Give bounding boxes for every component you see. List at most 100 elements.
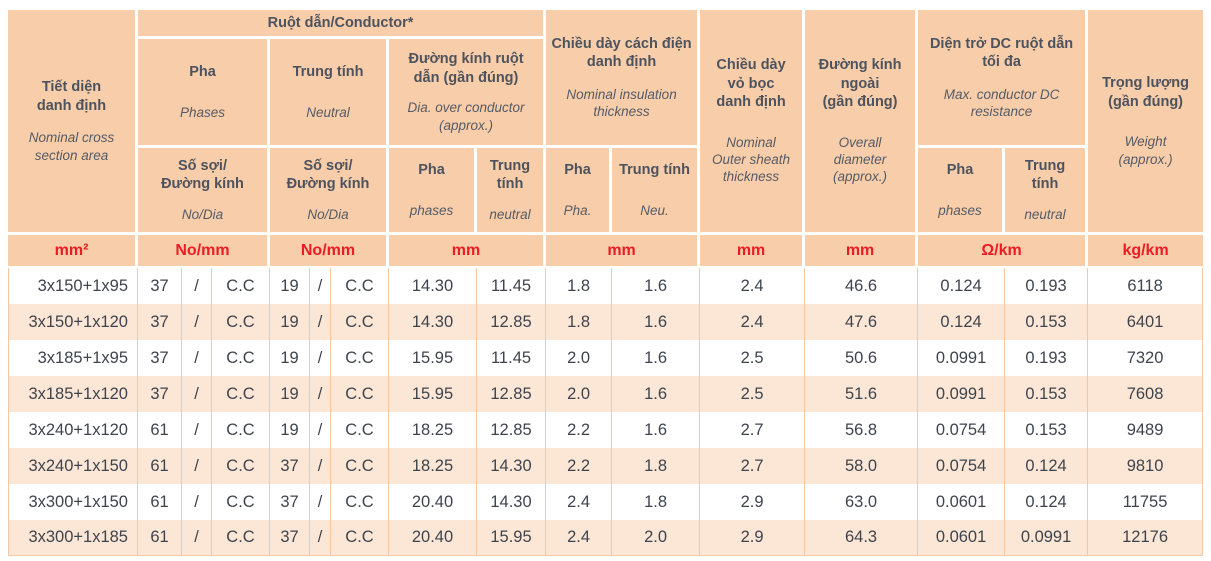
cell-cross-section: 3x300+1x185 <box>8 520 138 556</box>
table-row: 3x185+1x120 37/C.C 19/C.C 15.95 12.85 2.0 1.6 2… <box>8 376 1204 412</box>
header-conductor-phases: Pha Phases <box>138 39 270 148</box>
table-row: 3x150+1x95 37/C.C 19/C.C 14.30 11.45 1.8 1.6 2.… <box>8 268 1204 304</box>
header-label-vi: Pha <box>946 162 974 179</box>
table-cell: 61 <box>138 484 182 520</box>
table-cell: 37 <box>138 304 182 340</box>
unit-sheath: mm <box>700 235 806 268</box>
table-cell: / <box>310 484 331 520</box>
table-cell: / <box>310 448 331 484</box>
header-label-en: Neu. <box>640 202 669 218</box>
table-cell: 1.8 <box>612 484 701 520</box>
table-cell: 7320 <box>1088 340 1204 376</box>
table-cell: / <box>182 412 212 448</box>
table-cell: 2.2 <box>546 448 613 484</box>
table-body: 3x150+1x95 37/C.C 19/C.C 14.30 11.45 1.8 1.6 2.… <box>8 268 1204 556</box>
header-label-vi: Trung tính <box>1024 157 1066 193</box>
header-res-phase-sub: Pha phases <box>918 148 1006 235</box>
header-label-en: No/Dia <box>307 206 349 222</box>
table-cell: 14.30 <box>389 268 477 304</box>
table-cell: 2.7 <box>700 448 806 484</box>
header-label-en: Weight (approx.) <box>1118 134 1173 167</box>
header-label-en: Max. conductor DC resistance <box>943 86 1060 120</box>
header-sheath-thickness: Chiều dày vỏ bọc danh định Nominal Outer… <box>700 10 806 235</box>
table-row: 3x300+1x185 61/C.C 37/C.C 20.40 15.95 2.4 2.0 2… <box>8 520 1204 556</box>
table-cell: 0.0991 <box>918 340 1006 376</box>
header-label-vi: Đường kính ngoài (gần đúng) <box>818 57 902 111</box>
table-cell: 6401 <box>1088 304 1204 340</box>
table-cell: 37 <box>270 484 310 520</box>
table-cell: 0.153 <box>1005 412 1089 448</box>
table-cell: 0.124 <box>918 268 1006 304</box>
cell-cross-section: 3x185+1x95 <box>8 340 138 376</box>
header-nominal-cross-section: Tiết diện danh định Nominal cross sectio… <box>8 10 138 235</box>
table-cell: 0.124 <box>1005 448 1089 484</box>
table-cell: 19 <box>270 268 310 304</box>
table-cell: C.C <box>212 484 270 520</box>
table-cell: 9489 <box>1088 412 1204 448</box>
table-cell: 18.25 <box>389 448 477 484</box>
table-cell: 61 <box>138 448 182 484</box>
header-label-vi: Trung tính <box>292 64 364 81</box>
table-cell: 2.9 <box>700 520 806 556</box>
table-cell: C.C <box>212 304 270 340</box>
table-cell: 2.4 <box>546 484 613 520</box>
header-dia-neutral-sub: Trung tính neutral <box>477 148 547 235</box>
table-cell: 12.85 <box>477 376 547 412</box>
table-row: 3x185+1x95 37/C.C 19/C.C 15.95 11.45 2.0 1.6 2.… <box>8 340 1204 376</box>
table-cell: 18.25 <box>389 412 477 448</box>
table-cell: 58.0 <box>805 448 919 484</box>
table-cell: 12176 <box>1088 520 1204 556</box>
table-cell: / <box>182 304 212 340</box>
table-cell: 2.4 <box>700 304 806 340</box>
table-cell: 15.95 <box>477 520 547 556</box>
header-label-en: neutral <box>1024 206 1066 222</box>
header-label-vi: Chiều dày vỏ bọc danh định <box>716 57 786 111</box>
table-cell: C.C <box>331 340 389 376</box>
header-label-en: Phases <box>179 104 226 120</box>
table-cell: C.C <box>212 448 270 484</box>
cell-cross-section: 3x240+1x120 <box>8 412 138 448</box>
table-cell: 1.8 <box>612 448 701 484</box>
table-cell: 37 <box>138 376 182 412</box>
table-row: 3x240+1x150 61/C.C 37/C.C 18.25 14.30 2.2 1.8 2… <box>8 448 1204 484</box>
header-label-en: No/Dia <box>181 206 224 222</box>
table-cell: C.C <box>212 412 270 448</box>
header-label-en: Nominal insulation thickness <box>566 86 677 120</box>
header-conductor-group: Ruột dẫn/Conductor* <box>138 10 547 39</box>
table-cell: C.C <box>331 448 389 484</box>
table-cell: 2.4 <box>700 268 806 304</box>
table-cell: C.C <box>331 520 389 556</box>
table-cell: 2.0 <box>612 520 701 556</box>
table-cell: 2.4 <box>546 520 613 556</box>
table-cell: 14.30 <box>477 484 547 520</box>
header-conductor-neutral: Trung tính Neutral <box>270 39 389 148</box>
table-cell: 0.124 <box>1005 484 1089 520</box>
table-cell: C.C <box>331 484 389 520</box>
unit-phase-no-dia: No/mm <box>138 235 270 268</box>
header-dc-resistance: Diện trở DC ruột dẫn tối đa Max. conduct… <box>918 10 1089 148</box>
header-label-en: neutral <box>489 206 531 222</box>
table-cell: 11.45 <box>477 340 547 376</box>
table-cell: 47.6 <box>805 304 919 340</box>
header-label-vi: Tiết diện danh định <box>36 79 107 114</box>
table-cell: 2.9 <box>700 484 806 520</box>
unit-insulation: mm <box>546 235 701 268</box>
table-cell: 61 <box>138 520 182 556</box>
table-cell: 0.193 <box>1005 340 1089 376</box>
table-cell: C.C <box>212 520 270 556</box>
table-row: 3x300+1x150 61/C.C 37/C.C 20.40 14.30 2.4 1.8 2… <box>8 484 1204 520</box>
table-cell: 0.0991 <box>918 376 1006 412</box>
cell-cross-section: 3x300+1x150 <box>8 484 138 520</box>
header-insulation-thickness: Chiều dày cách điện danh định Nominal in… <box>546 10 701 148</box>
header-label-en: phases <box>409 202 454 218</box>
header-no-dia-neutral: Số sợi/ Đường kính No/Dia <box>270 148 389 235</box>
table-cell: / <box>182 520 212 556</box>
table-header: Tiết diện danh định Nominal cross sectio… <box>8 10 1204 268</box>
table-cell: 2.0 <box>546 376 613 412</box>
header-label-vi: Chiều dày cách điện danh định <box>551 35 692 71</box>
table-cell: 1.8 <box>546 304 613 340</box>
table-cell: 14.30 <box>477 448 547 484</box>
table-cell: / <box>182 484 212 520</box>
cell-cross-section: 3x185+1x120 <box>8 376 138 412</box>
table-cell: 64.3 <box>805 520 919 556</box>
